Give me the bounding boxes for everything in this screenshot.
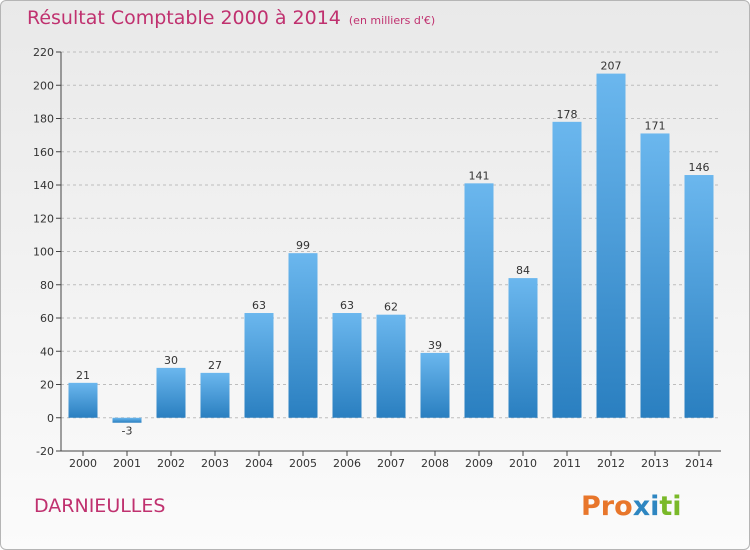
bar xyxy=(552,121,582,418)
bar-value-label: 99 xyxy=(296,239,310,252)
logo-letter: P xyxy=(581,491,601,522)
y-tick-label: 220 xyxy=(33,46,54,59)
y-tick-label: 40 xyxy=(40,345,54,358)
bar-value-label: 146 xyxy=(689,161,710,174)
bar xyxy=(244,313,274,418)
chart-title-block: Résultat Comptable 2000 à 2014 (en millie… xyxy=(27,7,435,29)
bar-value-label: 207 xyxy=(601,60,622,73)
y-tick-label: -20 xyxy=(36,445,54,458)
bar-value-label: 27 xyxy=(208,359,222,372)
bar xyxy=(288,253,318,418)
bar xyxy=(596,73,626,418)
bar xyxy=(332,313,362,418)
bar-value-label: 141 xyxy=(469,169,490,182)
y-tick-label: 180 xyxy=(33,113,54,126)
commune-name: DARNIEULLES xyxy=(34,495,166,517)
x-tick-label: 2009 xyxy=(465,457,493,470)
bar xyxy=(420,352,450,418)
x-tick-label: 2001 xyxy=(113,457,141,470)
proxiti-logo: Proxiti xyxy=(581,491,682,522)
y-tick-label: 60 xyxy=(40,312,54,325)
x-tick-label: 2006 xyxy=(333,457,361,470)
logo-letter: r xyxy=(600,491,615,522)
logo-letter: i xyxy=(650,491,660,522)
bar-value-label: 62 xyxy=(384,301,398,314)
bar xyxy=(68,382,98,418)
bar-value-label: 178 xyxy=(557,108,578,121)
x-tick-label: 2007 xyxy=(377,457,405,470)
y-tick-label: 0 xyxy=(47,412,54,425)
logo-letter: o xyxy=(614,491,633,522)
x-tick-label: 2008 xyxy=(421,457,449,470)
bar xyxy=(156,367,186,418)
bar xyxy=(200,372,230,418)
bar-value-label: 63 xyxy=(252,299,266,312)
bar-value-label: 30 xyxy=(164,354,178,367)
bar-value-label: 171 xyxy=(645,119,666,132)
y-tick-label: 200 xyxy=(33,79,54,92)
x-tick-label: 2002 xyxy=(157,457,185,470)
x-tick-label: 2012 xyxy=(597,457,625,470)
y-tick-label: 20 xyxy=(40,379,54,392)
bar xyxy=(464,183,494,418)
bar xyxy=(376,314,406,418)
bar-value-label: 39 xyxy=(428,339,442,352)
chart-title: Résultat Comptable 2000 à 2014 xyxy=(27,7,341,29)
bar xyxy=(112,417,142,423)
bar-value-label: 21 xyxy=(76,369,90,382)
x-tick-label: 2003 xyxy=(201,457,229,470)
bar-value-label: -3 xyxy=(122,425,133,438)
x-tick-label: 2010 xyxy=(509,457,537,470)
y-tick-label: 140 xyxy=(33,179,54,192)
logo-letter: x xyxy=(632,491,651,522)
bar-value-label: 84 xyxy=(516,264,530,277)
bar xyxy=(684,175,714,418)
x-tick-label: 2011 xyxy=(553,457,581,470)
logo-letter: i xyxy=(672,491,682,522)
x-tick-label: 2004 xyxy=(245,457,273,470)
y-tick-label: 120 xyxy=(33,212,54,225)
x-tick-label: 2000 xyxy=(69,457,97,470)
x-tick-label: 2014 xyxy=(685,457,713,470)
x-tick-label: 2013 xyxy=(641,457,669,470)
bar xyxy=(640,133,670,418)
bar xyxy=(508,278,538,418)
x-tick-label: 2005 xyxy=(289,457,317,470)
y-tick-label: 100 xyxy=(33,246,54,259)
y-tick-label: 80 xyxy=(40,279,54,292)
y-tick-label: 160 xyxy=(33,146,54,159)
bar-value-label: 63 xyxy=(340,299,354,312)
chart-unit: (en milliers d'€) xyxy=(348,14,436,27)
logo-letter: t xyxy=(659,491,673,522)
